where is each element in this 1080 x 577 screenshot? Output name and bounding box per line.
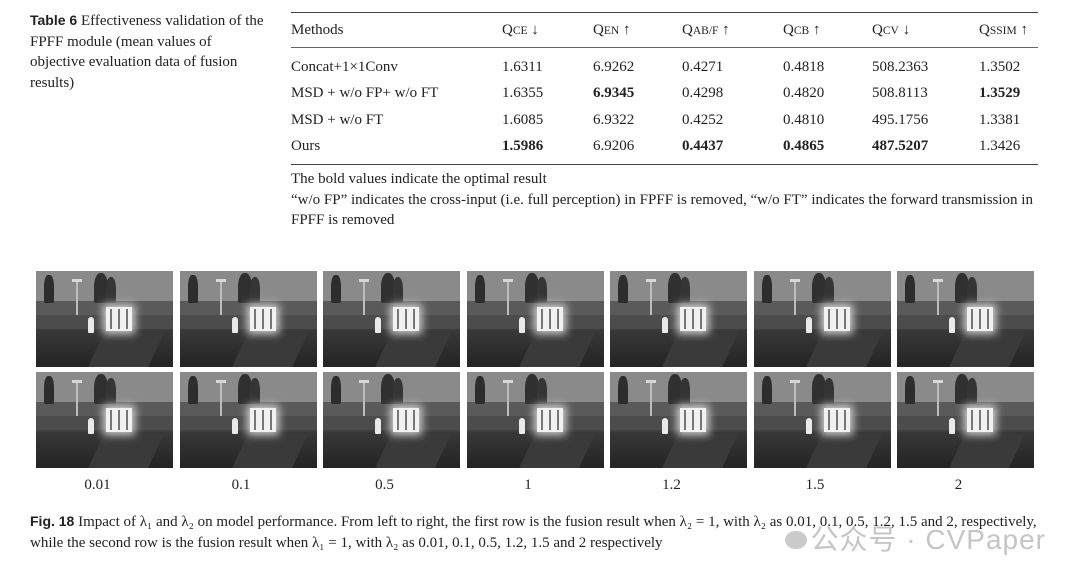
lambda-value-label: 2 <box>954 477 963 493</box>
fusion-result-image <box>610 372 747 468</box>
column-header: Methods <box>291 12 502 48</box>
fusion-result-image <box>753 271 891 367</box>
fusion-result-image <box>36 372 173 468</box>
value-cell: 1.5986 <box>502 138 544 155</box>
watermark: 公众号 · CVPaper <box>784 518 1047 558</box>
table-header-row: Methods QCE ↓ QEN ↑ QAB/F ↑ QCB ↑ QCV ↓ QSSIM … <box>291 12 1038 48</box>
table-row: Ours 1.5986 6.9206 0.4437 0.4865 487.5207 1.34… <box>291 134 1038 165</box>
value-cell: 0.4818 <box>783 58 825 75</box>
column-header: QCB ↑ <box>783 12 872 48</box>
table-caption: Table 6 Effectiveness validation of the … <box>30 10 270 93</box>
table-label: Table 6 <box>30 12 78 28</box>
value-cell: 1.6311 <box>502 58 543 75</box>
value-cell: 6.9262 <box>593 58 635 75</box>
value-cell: 1.3381 <box>979 111 1021 128</box>
method-cell: MSD + w/o FP+ w/o FT <box>291 85 439 102</box>
value-cell: 1.3529 <box>979 85 1021 102</box>
value-cell: 0.4437 <box>682 138 724 155</box>
value-cell: 0.4820 <box>783 85 825 102</box>
column-header: QCE ↓ <box>502 12 593 48</box>
table-row: MSD + w/o FP+ w/o FT 1.6355 6.9345 0.4298 0.… <box>291 81 1038 108</box>
column-header: QSSIM ↑ <box>979 12 1038 48</box>
table-note-ablation: “w/o FP” indicates the cross-input (i.e.… <box>291 191 1033 229</box>
lambda-value-label: 0.01 <box>84 477 111 493</box>
value-cell: 0.4810 <box>783 111 825 128</box>
value-cell: 508.8113 <box>872 85 928 102</box>
figure-caption-text: Impact of λ₁ and λ₂ on model performance… <box>30 514 1037 551</box>
table-row: MSD + w/o FT 1.6085 6.9322 0.4252 0.4810 495.… <box>291 107 1038 134</box>
value-cell: 1.6085 <box>502 111 544 128</box>
column-header: QAB/F ↑ <box>682 12 783 48</box>
value-cell: 0.4271 <box>682 58 724 75</box>
fusion-result-image <box>323 271 460 367</box>
table-body: Concat+1×1Conv 1.6311 6.9262 0.4271 0.4818 50… <box>291 48 1038 165</box>
fusion-result-image <box>323 372 460 468</box>
value-cell: 1.3426 <box>979 138 1021 155</box>
lambda-value-label: 0.1 <box>231 477 251 493</box>
column-header: QCV ↓ <box>872 12 979 48</box>
value-cell: 6.9206 <box>593 138 635 155</box>
fusion-result-image <box>466 271 604 367</box>
value-cell: 0.4298 <box>682 85 724 102</box>
fusion-result-image <box>36 271 173 367</box>
fusion-result-image <box>179 271 317 367</box>
table-caption-text: Effectiveness validation of the FPFF mod… <box>30 13 264 91</box>
method-cell: MSD + w/o FT <box>291 111 384 128</box>
lambda-value-label: 0.5 <box>375 477 394 493</box>
fusion-result-image <box>897 271 1034 367</box>
fusion-result-image <box>753 372 891 468</box>
value-cell: 487.5207 <box>872 138 929 155</box>
table-row: Concat+1×1Conv 1.6311 6.9262 0.4271 0.4818 50… <box>291 48 1038 81</box>
watermark-text: 公众号 · CVPaper <box>810 524 1046 555</box>
fusion-result-image <box>179 372 317 468</box>
figure-caption: Fig. 18 Impact of λ₁ and λ₂ on model per… <box>30 511 1050 553</box>
value-cell: 495.1756 <box>872 111 929 128</box>
fusion-result-image <box>466 372 604 468</box>
figure-label: Fig. 18 <box>30 513 75 529</box>
value-cell: 0.4865 <box>783 138 825 155</box>
table-notes: The bold values indicate the optimal res… <box>291 169 1038 231</box>
lambda-value-label: 1 <box>524 477 532 493</box>
lambda-value-label: 1.5 <box>805 477 825 493</box>
column-header: QEN ↑ <box>593 12 682 48</box>
wechat-icon <box>784 530 807 549</box>
value-cell: 1.3502 <box>979 58 1021 75</box>
fusion-result-image <box>897 372 1034 468</box>
lambda-value-label: 1.2 <box>662 477 681 493</box>
value-cell: 6.9322 <box>593 111 635 128</box>
method-cell: Concat+1×1Conv <box>291 58 398 75</box>
value-cell: 1.6355 <box>502 85 544 102</box>
results-table-wrap: Methods QCE ↓ QEN ↑ QAB/F ↑ QCB ↑ QCV ↓ QSSIM … <box>291 12 1038 231</box>
table-note-bold: The bold values indicate the optimal res… <box>291 171 547 187</box>
value-cell: 0.4252 <box>682 111 724 128</box>
value-cell: 6.9345 <box>593 85 635 102</box>
fusion-result-image <box>610 271 747 367</box>
method-cell: Ours <box>291 138 321 155</box>
value-cell: 508.2363 <box>872 58 929 75</box>
results-table: Methods QCE ↓ QEN ↑ QAB/F ↑ QCB ↑ QCV ↓ QSSIM … <box>291 12 1038 165</box>
